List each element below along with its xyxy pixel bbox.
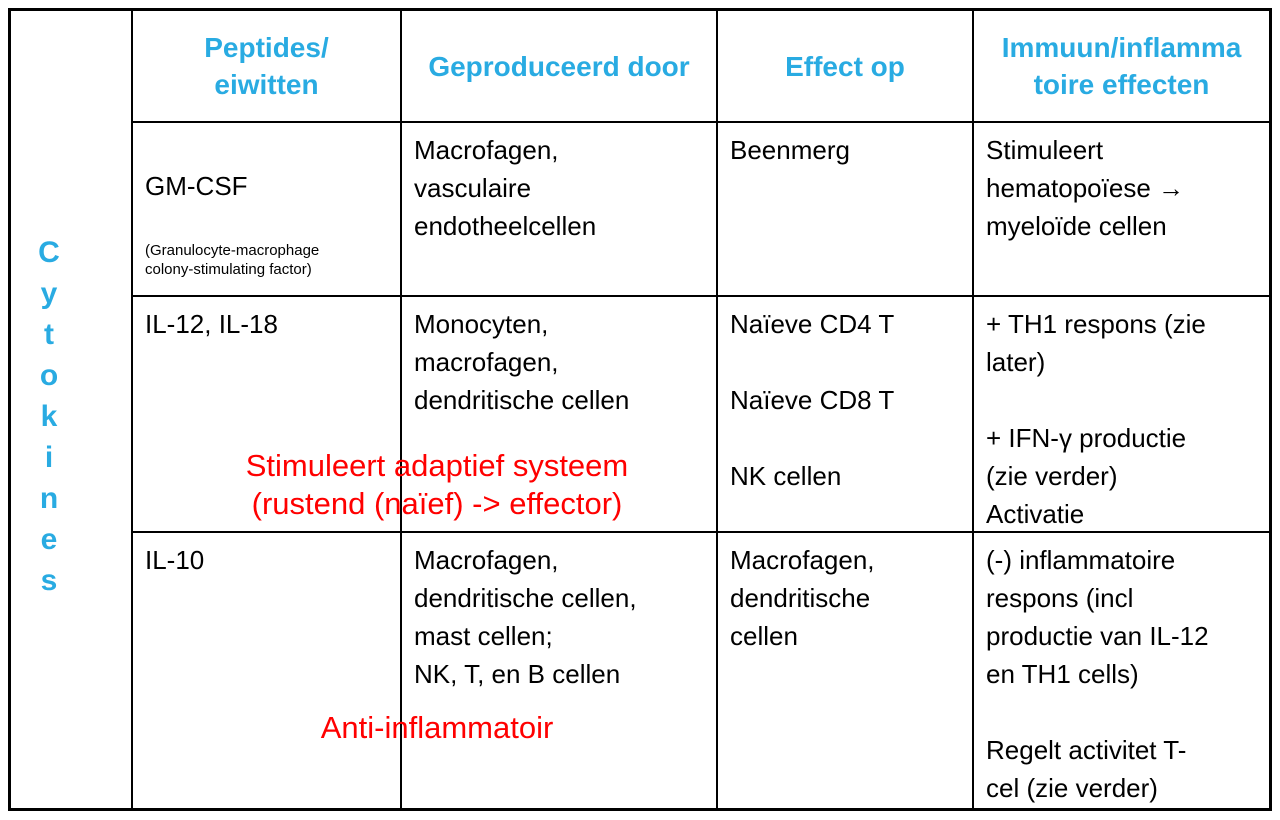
cell-effect-on-il10: Macrofagen, dendritische cellen — [716, 531, 972, 808]
cell-immune-effects-il10: (-) inflammatoire respons (incl producti… — [972, 531, 1269, 808]
header-peptides: Peptides/ eiwitten — [131, 11, 400, 121]
cytokines-vertical-label: C y t o k i n e s — [38, 236, 60, 597]
annotation-adaptive-system: Stimuleert adaptief systeem (rustend (na… — [245, 448, 629, 521]
peptide-name: GM-CSF — [145, 171, 248, 201]
header-effect-on: Effect op — [716, 11, 972, 121]
cell-peptide-il10: IL-10 — [131, 531, 400, 808]
annotation-anti-inflammatory: Anti-inflammatoir — [320, 710, 554, 745]
cell-produced-by-gmcsf: Macrofagen, vasculaire endotheelcellen — [400, 121, 716, 295]
header-produced-by: Geproduceerd door — [400, 11, 716, 121]
peptide-full-name-note: (Granulocyte-macrophage colony-stimulati… — [145, 242, 320, 278]
cell-immune-effects-il12-il18: + TH1 respons (zie later) + IFN-γ produc… — [972, 295, 1269, 531]
cell-peptide-gmcsf: GM-CSF (Granulocyte-macrophage colony-st… — [131, 121, 400, 295]
cell-effect-on-gmcsf: Beenmerg — [716, 121, 972, 295]
cytokines-table: C y t o k i n e s Peptides/ eiwitten Gep… — [8, 8, 1272, 811]
cell-produced-by-il12-il18: Monocyten, macrofagen, dendritische cell… — [400, 295, 716, 531]
cell-effect-on-il12-il18: Naïeve CD4 T Naïeve CD8 T NK cellen — [716, 295, 972, 531]
header-immune-effects: Immuun/inflamma toire effecten — [972, 11, 1269, 121]
cell-produced-by-il10: Macrofagen, dendritische cellen, mast ce… — [400, 531, 716, 808]
cell-immune-effects-gmcsf: Stimuleert hematopoïese → myeloïde celle… — [972, 121, 1269, 295]
cytokines-side-cell: C y t o k i n e s — [11, 11, 131, 808]
cell-peptide-il12-il18: IL-12, IL-18 — [131, 295, 400, 531]
